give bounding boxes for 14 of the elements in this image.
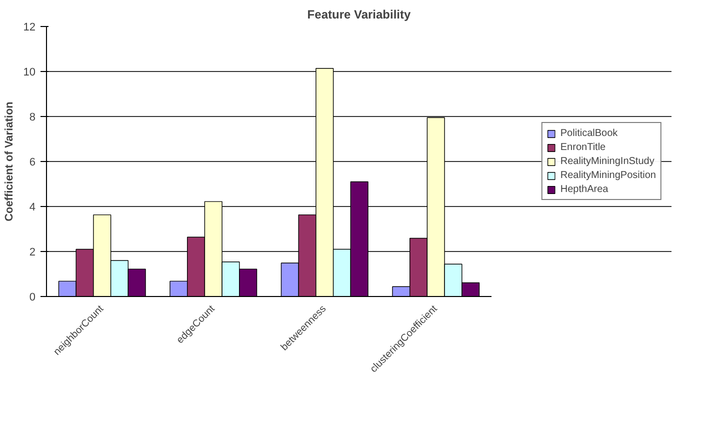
chart-title: Feature Variability [307, 8, 412, 22]
y-tick-label: 10 [23, 66, 36, 78]
y-axis-title: Coefficient of Variation [3, 101, 16, 222]
y-tick-label: 2 [29, 246, 36, 258]
y-tick-label: 4 [29, 202, 36, 214]
y-tick-label: 0 [29, 292, 36, 304]
y-tick-label: 8 [29, 112, 36, 124]
legend-label: RealityMiningInStudy [560, 155, 654, 167]
legend-label: RealityMiningPosition [560, 169, 656, 181]
y-tick-label: 6 [29, 156, 36, 168]
legend-label: HepthArea [560, 183, 608, 195]
y-tick-label: 12 [23, 22, 36, 34]
legend-label: PoliticalBook [560, 127, 618, 139]
legend-label: EnronTitle [560, 141, 606, 153]
